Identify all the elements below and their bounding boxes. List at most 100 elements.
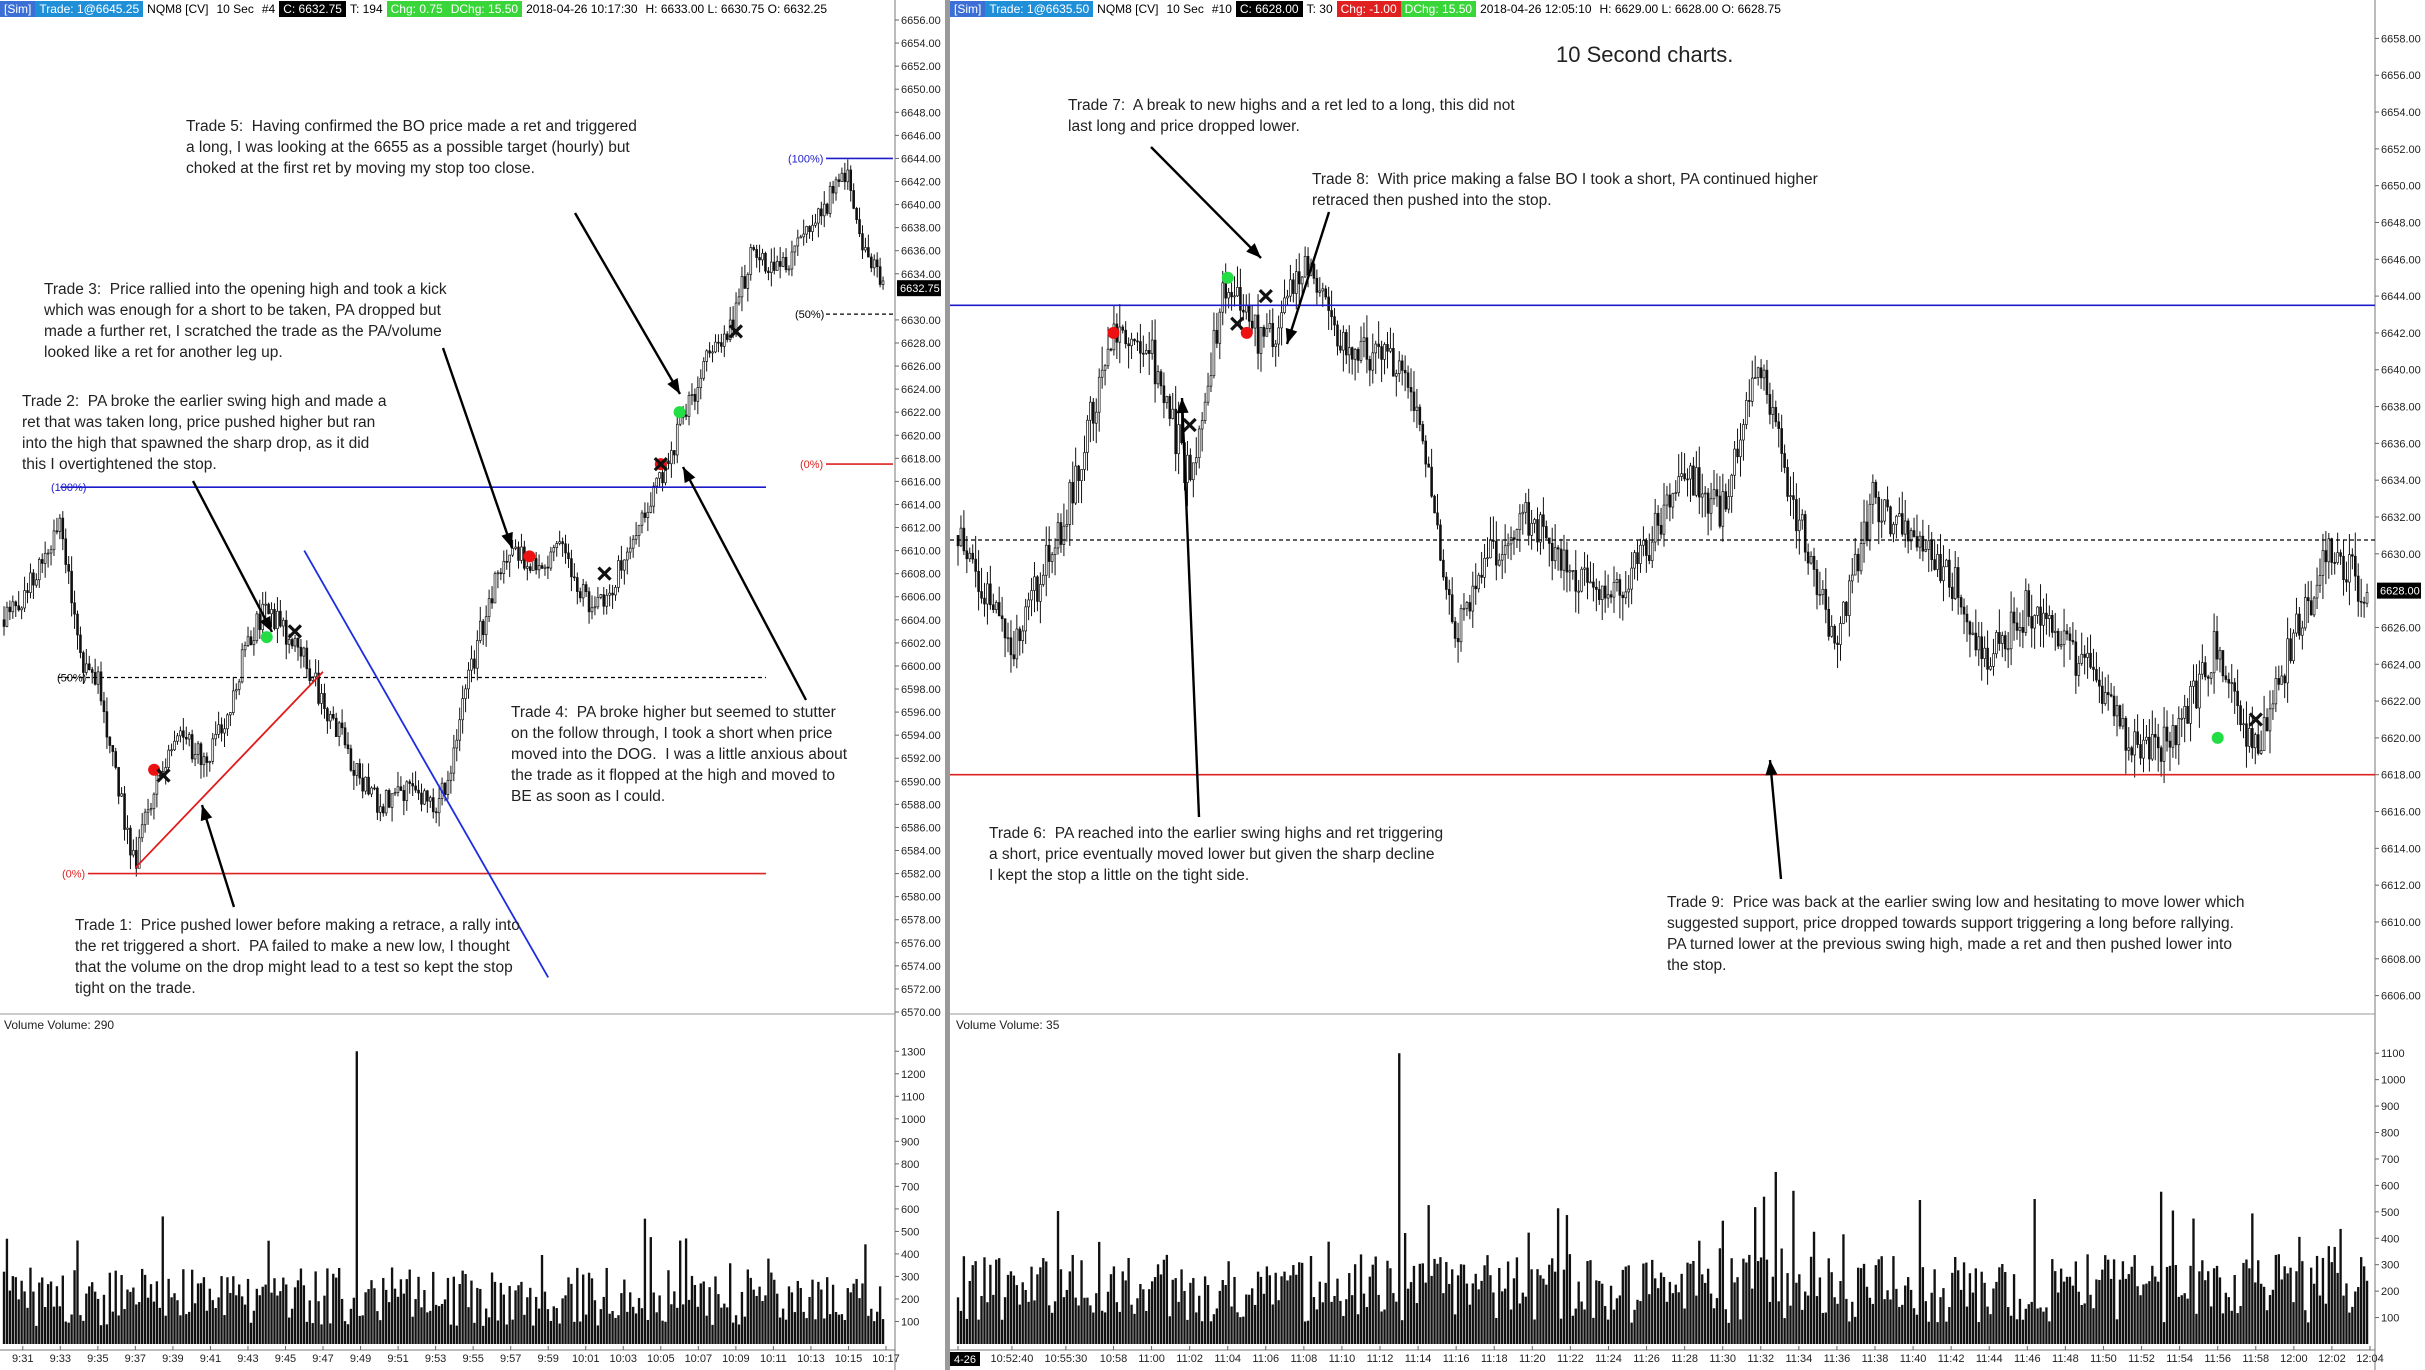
price-tick-label: 6652.00 xyxy=(901,61,941,73)
volume-bar xyxy=(1480,1280,1483,1344)
price-bar xyxy=(1021,625,1025,654)
price-bar xyxy=(593,596,597,616)
volume-bar xyxy=(1436,1263,1439,1344)
volume-bar xyxy=(1936,1322,1939,1344)
price-bar xyxy=(114,747,118,770)
price-bar xyxy=(1559,538,1563,579)
price-bar xyxy=(1489,516,1492,559)
price-bar xyxy=(414,771,417,793)
volume-bar xyxy=(88,1286,91,1344)
volume-bar xyxy=(1209,1321,1213,1344)
price-tick-label: 6610.00 xyxy=(901,546,941,558)
volume-bar xyxy=(220,1276,223,1344)
volume-bar xyxy=(1339,1300,1342,1344)
volume-bar xyxy=(1804,1291,1807,1344)
volume-tick-label: 800 xyxy=(901,1159,919,1171)
price-bar xyxy=(226,713,229,736)
volume-bar xyxy=(590,1278,594,1344)
volume-bar xyxy=(2077,1291,2080,1344)
price-bar xyxy=(2312,596,2316,618)
price-bar xyxy=(2306,581,2310,624)
price-bar xyxy=(1074,447,1077,506)
bar-hlo: H: 6633.00 L: 6630.75 O: 6632.25 xyxy=(645,2,827,16)
volume-bar xyxy=(2230,1310,2233,1344)
volume-bar xyxy=(1648,1294,1651,1344)
price-bar xyxy=(820,201,823,225)
volume-bar xyxy=(129,1291,132,1344)
volume-bar xyxy=(1912,1308,1916,1344)
price-bar xyxy=(737,288,741,306)
volume-bar xyxy=(1383,1309,1386,1344)
price-bar xyxy=(202,752,206,778)
left-price-volume-chart[interactable]: 6656.006654.006652.006650.006648.006646.… xyxy=(0,0,945,1370)
volume-bar xyxy=(2207,1271,2210,1344)
volume-bar xyxy=(814,1319,817,1344)
volume-bar xyxy=(282,1277,285,1344)
time-tick-label: 9:47 xyxy=(312,1353,333,1365)
price-bar xyxy=(1795,483,1798,549)
volume-label: Volume Volume: 290 xyxy=(4,1018,115,1032)
volume-bar xyxy=(823,1318,826,1344)
price-bar xyxy=(2,606,6,636)
volume-bar xyxy=(1115,1302,1119,1344)
price-bar xyxy=(2271,690,2275,720)
volume-bar xyxy=(1124,1280,1127,1344)
price-bar xyxy=(596,586,600,610)
price-bar xyxy=(989,565,992,610)
price-tick-label: 6644.00 xyxy=(2381,291,2421,303)
trade-8-arrow xyxy=(1285,211,1331,345)
volume-bar xyxy=(26,1307,29,1344)
volume-bar xyxy=(514,1290,517,1344)
price-bar xyxy=(1142,335,1145,367)
price-bar xyxy=(2083,645,2086,675)
price-bar xyxy=(2074,629,2078,694)
time-tick-label: 9:57 xyxy=(500,1353,521,1365)
volume-bar xyxy=(1818,1277,1822,1344)
volume-bar xyxy=(1895,1288,1898,1344)
price-bar xyxy=(1492,516,1495,549)
price-bar xyxy=(1721,473,1725,542)
time-tick-label: 9:41 xyxy=(200,1353,221,1365)
volume-bar xyxy=(188,1311,191,1344)
volume-bar xyxy=(449,1324,453,1344)
time-tick-label: 9:55 xyxy=(462,1353,483,1365)
price-bar xyxy=(2215,615,2219,671)
volume-bar xyxy=(717,1294,720,1344)
price-bar xyxy=(1762,364,1766,391)
right-price-volume-chart[interactable]: 6658.006656.006654.006652.006650.006648.… xyxy=(950,0,2425,1370)
price-bar xyxy=(2015,607,2019,640)
volume-bar xyxy=(1515,1257,1519,1344)
price-bar xyxy=(1606,574,1610,608)
price-bar xyxy=(2268,690,2272,754)
sim-badge: [Sim] xyxy=(950,1,986,17)
price-bar xyxy=(1265,313,1269,337)
price-bar xyxy=(2351,548,2354,570)
price-bar xyxy=(649,492,653,514)
volume-bar xyxy=(1139,1284,1142,1344)
price-tick-label: 6612.00 xyxy=(2381,880,2421,892)
price-bar xyxy=(1406,365,1410,399)
volume-bar xyxy=(687,1299,691,1344)
price-bar xyxy=(1397,351,1401,383)
volume-bar xyxy=(2277,1254,2280,1344)
price-bar xyxy=(1562,534,1566,591)
volume-bar xyxy=(655,1312,658,1344)
price-bar xyxy=(1147,331,1151,376)
price-bar xyxy=(1533,517,1536,534)
price-bar xyxy=(2127,727,2131,761)
price-bar xyxy=(2362,596,2366,618)
price-bar xyxy=(446,770,450,800)
volume-bar xyxy=(1233,1276,1236,1344)
volume-bar xyxy=(664,1321,667,1344)
volume-bar xyxy=(2062,1281,2066,1344)
price-bar xyxy=(55,517,59,535)
price-bar xyxy=(611,584,614,609)
volume-bar xyxy=(552,1306,555,1344)
trade-4-exit-marker xyxy=(653,456,668,472)
price-bar xyxy=(1409,368,1413,412)
price-bar xyxy=(1545,520,1548,539)
pane-divider[interactable] xyxy=(945,0,950,1370)
price-bar xyxy=(411,772,414,797)
price-tick-label: 6648.00 xyxy=(901,107,941,119)
volume-bar xyxy=(855,1278,858,1344)
